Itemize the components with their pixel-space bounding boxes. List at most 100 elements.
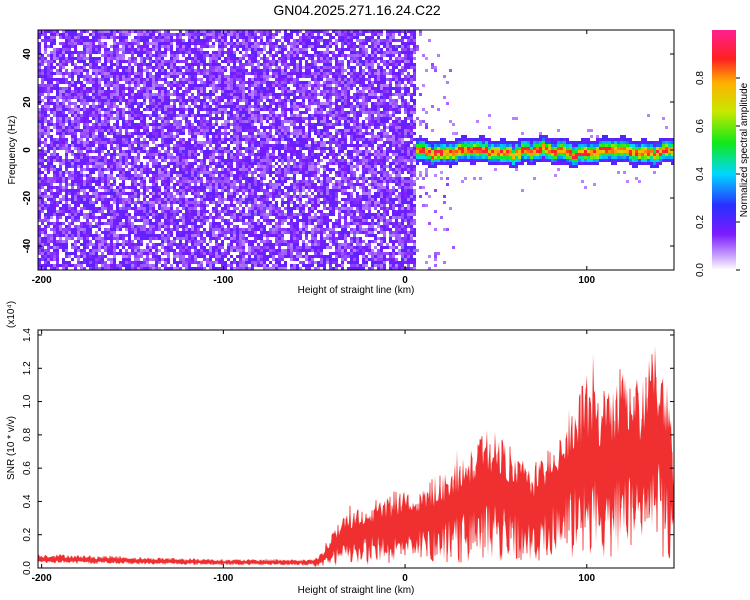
spectrogram-cell	[224, 249, 227, 252]
spectrogram-cell	[209, 171, 212, 174]
spectrogram-cell	[227, 75, 230, 78]
spectrogram-cell	[149, 150, 152, 153]
spectrogram-cell	[80, 165, 83, 168]
spectrogram-cell	[257, 99, 260, 102]
spectrogram-cell	[80, 30, 83, 33]
spectrogram-cell	[230, 198, 233, 201]
spectrogram-cell	[140, 36, 143, 39]
spectrogram-cell	[221, 111, 224, 114]
spectrogram-cell	[92, 180, 95, 183]
spectrogram-cell	[248, 135, 251, 138]
spectrogram-cell	[50, 63, 53, 66]
spectrogram-cell	[176, 45, 179, 48]
spectrogram-cell	[149, 156, 152, 159]
spectrogram-cell	[236, 213, 239, 216]
spectrogram-cell	[125, 81, 128, 84]
spectrogram-cell	[197, 72, 200, 75]
spectrogram-cell	[215, 210, 218, 213]
spectrogram-cell	[92, 69, 95, 72]
spectrogram-cell	[224, 78, 227, 81]
spectrogram-cell	[167, 36, 170, 39]
spectrogram-cell	[173, 39, 176, 42]
spectrogram-cell	[203, 231, 206, 234]
spectrogram-cell	[185, 45, 188, 48]
spectrogram-cell	[38, 144, 41, 147]
spectrogram-cell	[236, 171, 239, 174]
spectrogram-cell	[146, 216, 149, 219]
spectrogram-cell	[98, 42, 101, 45]
spectrogram-cell	[209, 186, 212, 189]
spectrogram-cell	[260, 120, 263, 123]
spectrogram-cell	[98, 90, 101, 93]
spectrogram-cell	[251, 147, 254, 150]
spectrogram-cell	[59, 66, 62, 69]
spectrogram-cell	[146, 144, 149, 147]
spectrogram-cell	[149, 42, 152, 45]
spectrogram-cell	[206, 186, 209, 189]
spectrogram-cell	[251, 192, 254, 195]
spectrogram-cell	[158, 114, 161, 117]
spectrogram-cell	[116, 87, 119, 90]
spectrogram-cell	[263, 42, 266, 45]
spectrogram-cell	[50, 210, 53, 213]
spectrogram-cell	[251, 51, 254, 54]
spectrogram-cell	[179, 81, 182, 84]
spectrogram-cell	[47, 99, 50, 102]
spectrogram-cell	[161, 135, 164, 138]
spectrogram-cell	[137, 51, 140, 54]
spectrogram-cell	[122, 141, 125, 144]
spectrogram-cell	[188, 57, 191, 60]
spectrogram-cell	[74, 165, 77, 168]
spectrogram-cell	[173, 33, 176, 36]
spectrogram-cell	[242, 111, 245, 114]
spectrogram-cell	[47, 87, 50, 90]
spectrogram-cell	[59, 48, 62, 51]
spectrogram-cell	[143, 228, 146, 231]
spectrogram-cell	[50, 129, 53, 132]
spectrogram-cell	[50, 177, 53, 180]
spectrogram-cell	[203, 267, 206, 270]
spectrogram-cell	[161, 252, 164, 255]
spectrogram-cell	[89, 132, 92, 135]
spectrogram-cell	[185, 183, 188, 186]
spectrogram-cell	[107, 120, 110, 123]
spectrogram-cell	[242, 81, 245, 84]
spectrogram-cell	[179, 219, 182, 222]
spectrogram-cell	[173, 69, 176, 72]
spectrogram-cell	[68, 264, 71, 267]
spectrogram-cell	[161, 192, 164, 195]
spectrogram-cell	[212, 231, 215, 234]
spectrogram-cell	[236, 114, 239, 117]
spectrogram-cell	[116, 174, 119, 177]
spectrogram-cell	[122, 123, 125, 126]
spectrogram-cell	[257, 261, 260, 264]
spectrogram-cell	[167, 237, 170, 240]
spectrogram-cell	[194, 213, 197, 216]
spectrogram-cell	[245, 69, 248, 72]
spectrogram-cell	[209, 198, 212, 201]
spectrogram-cell	[95, 165, 98, 168]
spectrogram-cell	[86, 258, 89, 261]
spectrogram-cell	[83, 249, 86, 252]
spectrogram-cell	[173, 150, 176, 153]
spectrogram-cell	[185, 171, 188, 174]
spectrogram-cell	[221, 159, 224, 162]
spectrogram-cell	[185, 198, 188, 201]
spectrogram-cell	[170, 123, 173, 126]
spectrogram-cell	[137, 81, 140, 84]
spectrogram-cell	[158, 219, 161, 222]
spectrogram-cell	[53, 186, 56, 189]
spectrogram-cell	[209, 252, 212, 255]
spectrogram-cell	[143, 60, 146, 63]
spectrogram-cell	[239, 75, 242, 78]
spectrogram-cell	[215, 201, 218, 204]
spectrogram-cell	[68, 252, 71, 255]
spectrogram-cell	[125, 174, 128, 177]
spectrogram-cell	[50, 213, 53, 216]
spectrogram-cell	[191, 171, 194, 174]
spectrogram-cell	[47, 39, 50, 42]
spectrogram-cell	[89, 249, 92, 252]
spectrogram-cell	[200, 126, 203, 129]
spectrogram-cell	[56, 201, 59, 204]
spectrogram-cell	[233, 78, 236, 81]
